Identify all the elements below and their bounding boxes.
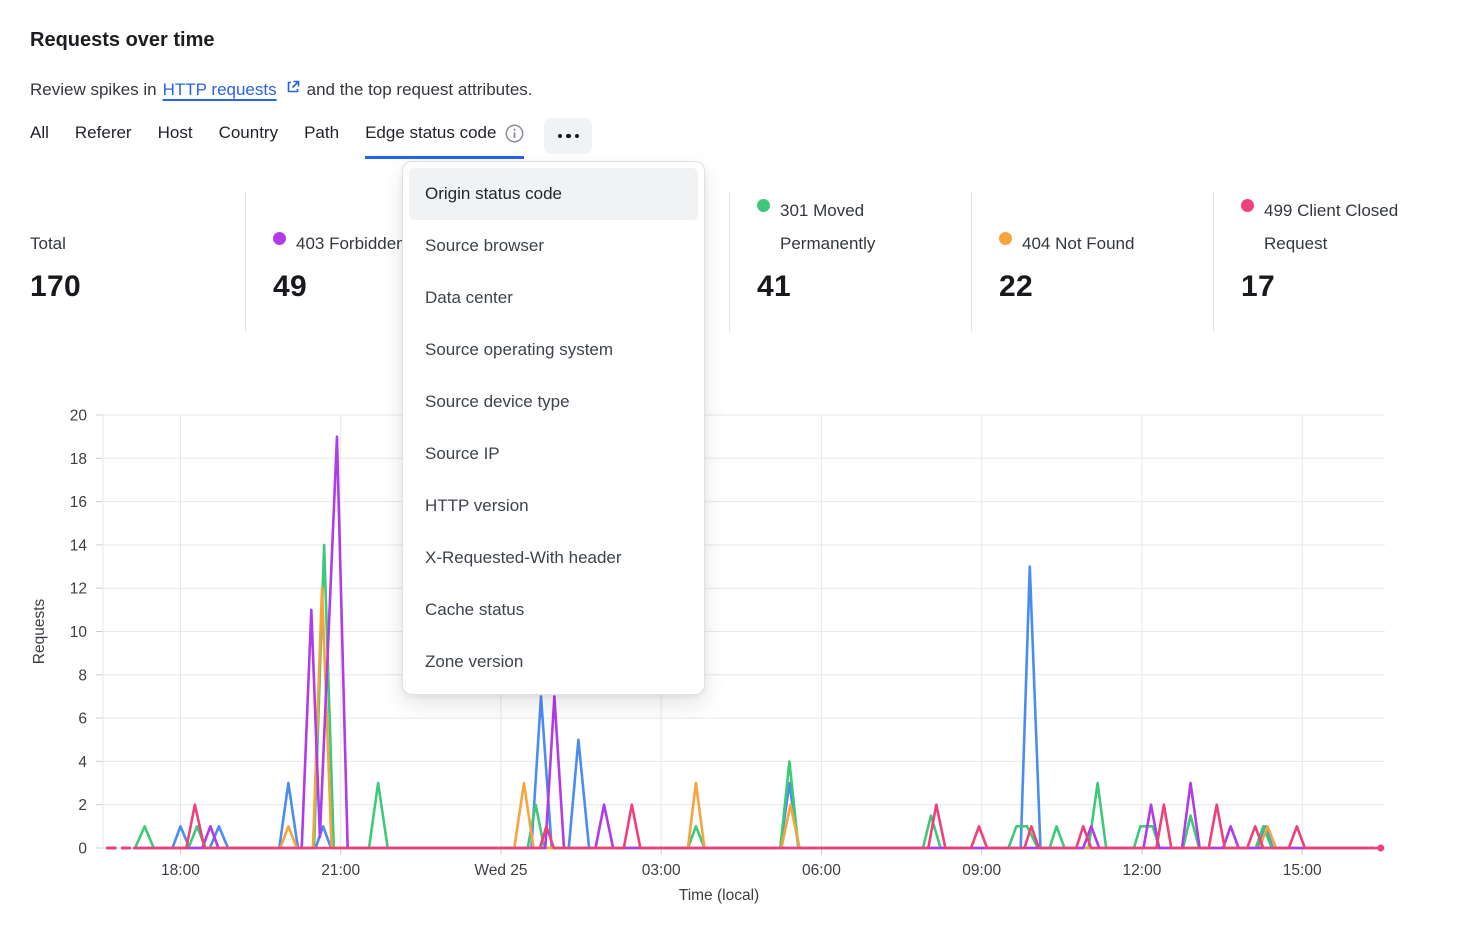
svg-text:20: 20 [70,408,88,425]
stat-value: 22 [999,270,1033,303]
svg-text:Wed 25: Wed 25 [474,862,527,879]
svg-text:16: 16 [70,494,87,511]
series-color-dot [999,232,1012,245]
dropdown-item-x-requested-with-header[interactable]: X-Requested-With header [425,548,622,567]
external-link-icon [285,79,301,100]
svg-text:09:00: 09:00 [962,862,1001,879]
svg-text:14: 14 [70,537,88,554]
stat-value: 41 [757,270,791,303]
stat-card-499-client-closed-request[interactable]: 499 Client Closed Request 17 [1241,196,1453,304]
subtitle: Review spikes in HTTP requests and the t… [30,79,533,100]
dropdown-item-source-ip[interactable]: Source IP [425,444,500,463]
attribute-tabs: All Referer Host Country Path Edge status cod… [30,118,593,164]
svg-text:8: 8 [78,667,87,684]
tab-label: Edge status code [365,123,497,142]
svg-text:2: 2 [78,797,87,814]
dropdown-item-origin-status-code[interactable]: Origin status code [409,168,698,220]
svg-text:15:00: 15:00 [1283,862,1322,879]
svg-text:18:00: 18:00 [161,862,200,879]
stat-label: 403 Forbidden [296,234,406,253]
more-tabs-button[interactable] [544,118,593,154]
svg-text:21:00: 21:00 [321,862,360,879]
tab-host[interactable]: Host [158,123,193,159]
series-color-dot [273,232,286,245]
tab-path[interactable]: Path [304,123,339,159]
stat-divider [245,192,246,332]
stat-value: 17 [1241,270,1275,303]
page-title: Requests over time [30,29,215,52]
dropdown-item-cache-status[interactable]: Cache status [425,600,525,619]
svg-text:Time (local): Time (local) [679,887,759,904]
svg-text:6: 6 [78,711,87,728]
svg-text:18: 18 [70,451,87,468]
subtitle-prefix: Review spikes in [30,79,157,99]
info-icon[interactable] [505,124,524,143]
tab-all[interactable]: All [30,123,49,159]
dropdown-item-source-operating-system[interactable]: Source operating system [425,340,614,359]
stat-value: 170 [30,270,81,303]
dropdown-item-data-center[interactable]: Data center [425,288,513,307]
tab-label: Country [218,123,279,142]
svg-text:12: 12 [70,581,87,598]
series-color-dot [757,199,770,212]
tab-label: Referer [74,123,132,142]
dropdown-item-source-browser[interactable]: Source browser [425,236,545,255]
more-options-icon [557,133,563,139]
svg-text:06:00: 06:00 [802,862,841,879]
dropdown-item-http-version[interactable]: HTTP version [425,496,529,515]
svg-text:10: 10 [70,624,88,641]
stat-label: Total [30,234,66,253]
stat-divider [971,192,972,332]
subtitle-suffix: and the top request attributes. [306,79,533,99]
stat-value: 49 [273,270,307,303]
stat-card-301-moved-permanently[interactable]: 301 Moved Permanently 41 [757,196,969,304]
attribute-dropdown-menu: Origin status code Source browser Data cen… [402,161,705,695]
tab-referer[interactable]: Referer [75,123,132,159]
svg-text:0: 0 [78,841,87,858]
stat-label: 301 Moved Permanently [780,201,876,253]
svg-text:12:00: 12:00 [1123,862,1162,879]
svg-text:4: 4 [78,754,87,771]
stat-label: 499 Client Closed Request [1264,201,1399,253]
svg-text:Requests: Requests [31,599,48,665]
stat-card-404-not-found[interactable]: 404 Not Found 22 [999,196,1211,304]
tab-edge-status-code[interactable]: Edge status code [365,123,525,159]
dropdown-item-zone-version[interactable]: Zone version [425,652,524,671]
series-color-dot [1241,199,1254,212]
stat-divider [729,192,730,332]
requests-line-chart: 0 2 4 6 8 10 12 14 16 18 20 18:00 21:00 Wed 25 03:00 06… [30,395,1445,930]
svg-text:03:00: 03:00 [642,862,681,879]
stat-card-403-forbidden[interactable]: 403 Forbidden 49 [273,196,485,304]
tab-label: Host [157,123,193,142]
tab-country[interactable]: Country [219,123,279,159]
stat-divider [1213,192,1214,332]
tab-label: All [30,123,49,142]
stat-card-total[interactable]: Total 170 [30,196,242,304]
http-requests-link[interactable]: HTTP requests [162,79,277,99]
dropdown-item-source-device-type[interactable]: Source device type [425,392,570,411]
tab-label: Path [304,123,340,142]
stat-label: 404 Not Found [1022,234,1135,253]
